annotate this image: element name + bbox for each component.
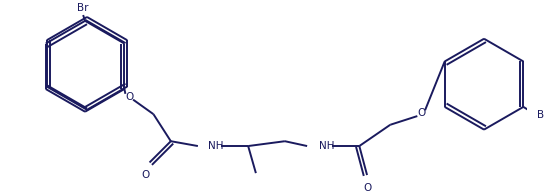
Text: NH: NH xyxy=(208,141,223,151)
Text: O: O xyxy=(417,108,425,118)
Text: Br: Br xyxy=(537,110,545,120)
Text: Br: Br xyxy=(77,3,89,13)
Text: O: O xyxy=(125,92,134,102)
Text: O: O xyxy=(142,170,150,180)
Text: O: O xyxy=(363,183,371,193)
Text: NH: NH xyxy=(319,141,334,151)
